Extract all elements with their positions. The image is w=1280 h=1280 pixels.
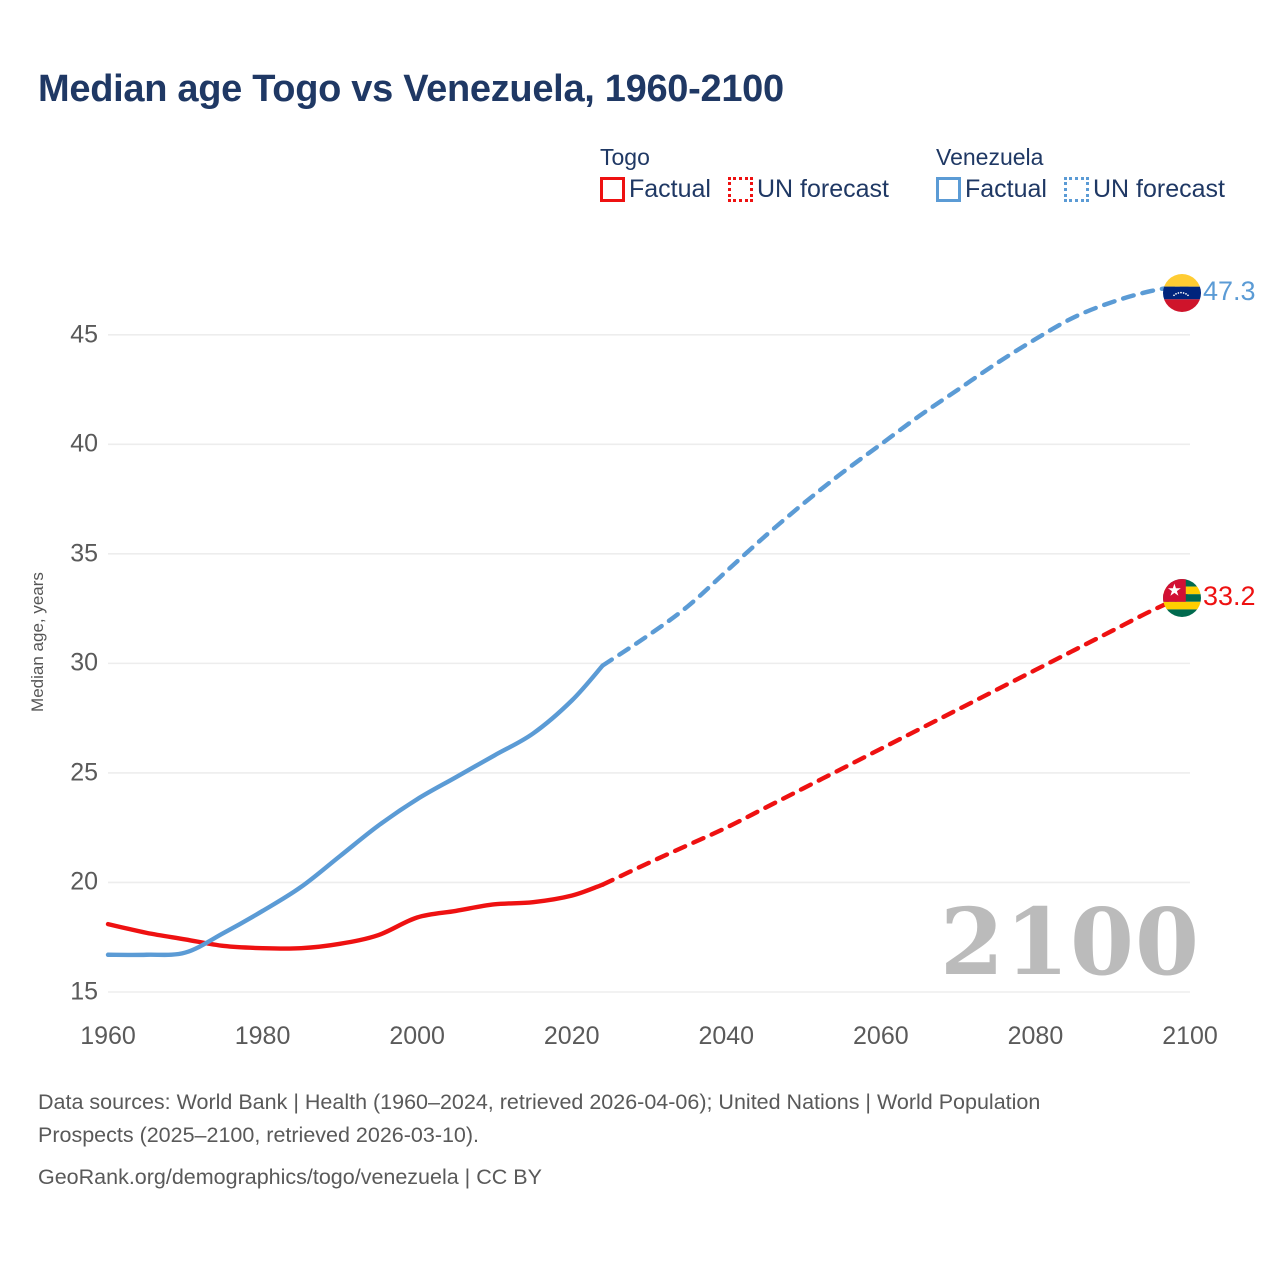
y-tick-35: 35 [70,539,98,568]
legend-swatch-dotted-venezuela-icon [1063,177,1089,202]
end-value-togo: 33.2 [1203,581,1256,611]
chart-legend: Togo Factual UN forecast Venezuela Factu… [600,144,1260,220]
chart-canvas [105,282,1193,993]
line-venezuela-factual [105,663,605,958]
series-lines [105,282,1193,958]
x-tick-2060: 2060 [853,1022,909,1050]
line-venezuela-forecast [600,282,1193,668]
footer: Data sources: World Bank | Health (1960–… [38,1086,1238,1194]
x-tick-2080: 2080 [1007,1022,1064,1050]
legend-swatch-solid-togo-icon [600,177,625,202]
legend-swatch-solid-venezuela-icon [936,177,961,202]
end-value-venezuela: 47.3 [1203,276,1256,306]
flag-togo-icon [1163,579,1201,617]
legend-item-venezuela-forecast[interactable]: UN forecast [1063,175,1225,204]
x-tick-2000: 2000 [389,1022,445,1050]
x-tick-2020: 2020 [543,1022,600,1050]
x-tick-1960: 1960 [80,1022,136,1050]
y-tick-45: 45 [70,320,98,349]
page-title: Median age Togo vs Venezuela, 1960-2100 [38,68,784,110]
line-togo-factual [105,882,605,951]
legend-label-togo-factual: Factual [629,175,711,203]
x-tick-2100: 2100 [1162,1022,1218,1050]
year-watermark: 2100 [940,888,1201,996]
x-tick-1980: 1980 [234,1022,291,1050]
legend-item-togo-forecast[interactable]: UN forecast [727,175,889,204]
y-tick-15: 15 [70,977,98,1006]
legend-country-togo: Togo [600,144,650,170]
legend-item-togo-factual[interactable]: Factual [600,175,711,204]
legend-label-venezuela-forecast: UN forecast [1092,175,1225,203]
y-tick-25: 25 [70,758,98,787]
y-tick-20: 20 [70,867,98,896]
legend-group-togo: Togo Factual UN forecast [600,144,889,204]
legend-item-venezuela-factual[interactable]: Factual [936,175,1047,204]
plot-area: Median age, years 15 20 25 30 35 40 45 1960 198… [0,240,1280,1050]
gridlines [108,333,1190,993]
flag-venezuela-icon [1163,274,1201,312]
footer-attribution: GeoRank.org/demographics/togo/venezuela … [38,1165,542,1189]
footer-data-sources: Data sources: World Bank | Health (1960–… [38,1090,1041,1147]
line-togo-forecast [600,591,1193,887]
legend-swatch-dotted-togo-icon [727,177,753,202]
y-tick-30: 30 [70,648,98,677]
legend-country-venezuela: Venezuela [936,144,1044,170]
y-tick-40: 40 [70,429,98,458]
legend-label-togo-forecast: UN forecast [756,175,889,203]
legend-group-venezuela: Venezuela Factual UN forecast [936,144,1225,204]
legend-label-venezuela-factual: Factual [965,175,1047,203]
x-tick-2040: 2040 [698,1022,755,1050]
